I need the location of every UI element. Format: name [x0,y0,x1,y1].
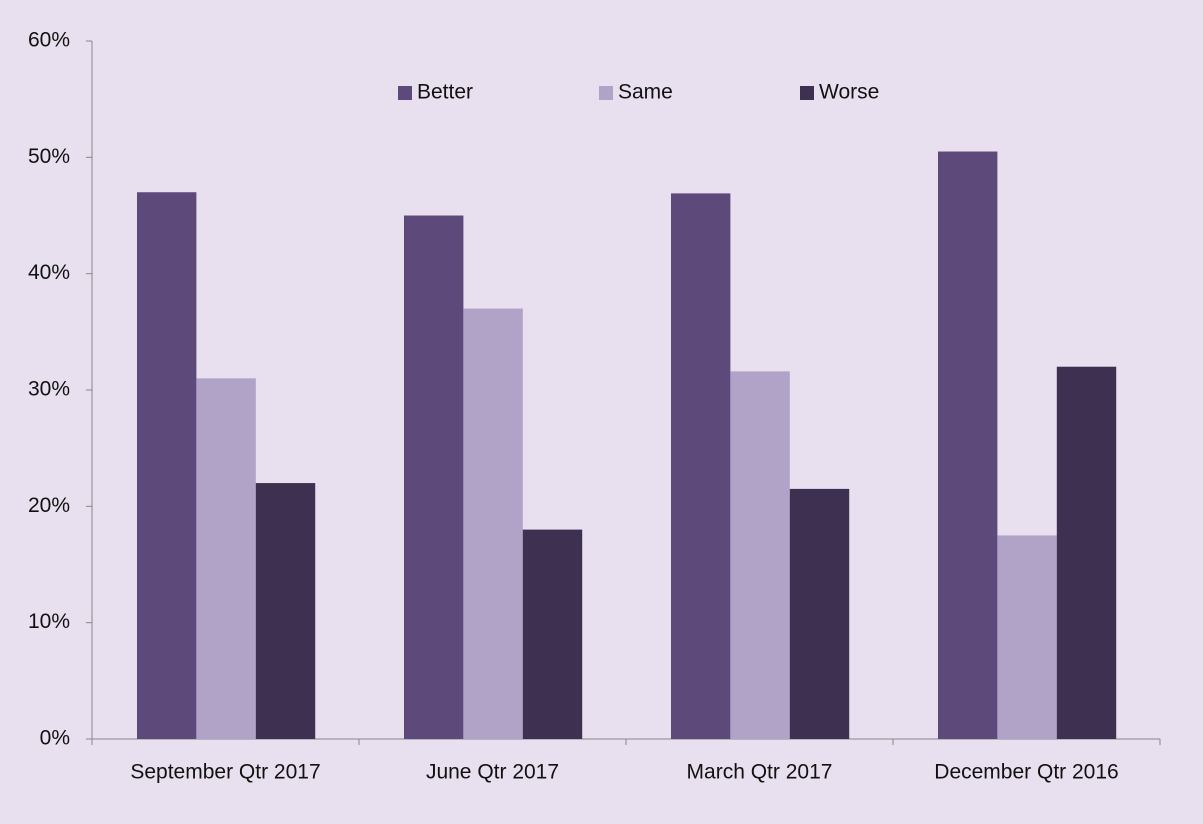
bar [196,378,256,739]
bar [463,308,523,739]
y-tick-label: 60% [28,29,70,52]
bar [1056,366,1117,739]
bar [997,535,1057,739]
bar [670,193,731,739]
x-tick-label: December Qtr 2016 [934,761,1118,784]
bar [522,529,583,739]
y-tick-label: 20% [28,494,70,517]
legend-label: Better [417,81,473,104]
x-tick-label: June Qtr 2017 [426,761,559,784]
bar [937,151,998,739]
y-tick-label: 40% [28,261,70,284]
bar [789,488,850,739]
y-tick-label: 10% [28,610,70,633]
bar [730,371,790,739]
bar [136,192,197,739]
x-tick-label: March Qtr 2017 [687,761,833,784]
y-tick-label: 50% [28,145,70,168]
legend-swatch [398,86,412,100]
y-tick-label: 0% [40,727,70,750]
legend-swatch [599,86,613,100]
bar [403,215,464,739]
x-tick-label: September Qtr 2017 [130,761,320,784]
y-tick-label: 30% [28,378,70,401]
legend-label: Same [618,81,673,104]
bar [255,483,316,739]
legend-swatch [800,86,814,100]
legend-label: Worse [819,81,879,104]
